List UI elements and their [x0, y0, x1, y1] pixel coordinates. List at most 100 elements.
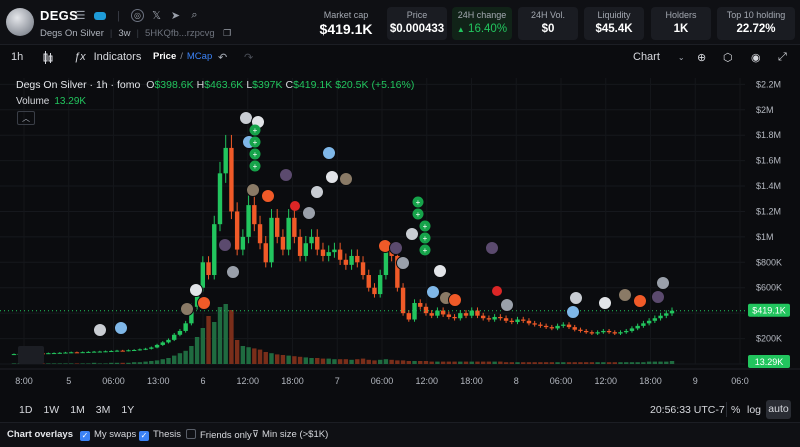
volume-bar	[349, 359, 354, 364]
volume-bar	[561, 362, 566, 364]
x-icon[interactable]: 𝕏	[152, 10, 161, 22]
volume-bar	[292, 356, 297, 364]
my-swaps-checkbox[interactable]: ✓ My swaps	[80, 429, 137, 441]
candle-type-icon[interactable]	[42, 51, 54, 64]
min-size-filter[interactable]: ⊽ Min size (>$1K)	[252, 429, 329, 440]
zoom-icon[interactable]: ⊕	[697, 52, 707, 64]
sell-marker-icon	[290, 201, 300, 211]
thesis-checkbox[interactable]: ✓ Thesis	[139, 429, 181, 441]
collapse-legend-button[interactable]: ︿	[17, 111, 35, 125]
buy-marker-icon	[412, 196, 424, 208]
volume-bar	[389, 359, 394, 364]
search-icon[interactable]: ⌕	[191, 9, 198, 21]
candle	[423, 306, 429, 314]
candle	[641, 323, 646, 326]
volume-bar	[641, 362, 646, 364]
candle	[200, 262, 206, 288]
volume-bar	[578, 362, 583, 364]
price-chart[interactable]: $2.2M $2M $1.8M $1.6M $1.4M $1.2M $1M $800K $600…	[0, 72, 800, 394]
volume-bar	[418, 361, 423, 364]
fullscreen-icon[interactable]: ⤢	[778, 51, 787, 63]
candle	[561, 324, 566, 326]
token-logo	[6, 8, 34, 36]
volume-bar	[332, 359, 337, 364]
volume-bar	[629, 362, 635, 364]
trade-avatar-icon	[569, 291, 583, 305]
candle	[326, 252, 331, 256]
volume-bar	[309, 358, 314, 364]
price-toggle[interactable]: Price	[153, 51, 177, 62]
price-mcap-toggle[interactable]: Price / MCap	[153, 51, 213, 62]
redo-icon[interactable]: ↷	[244, 52, 254, 64]
volume-bar	[406, 361, 411, 364]
volume-bar	[595, 362, 600, 364]
auto-toggle[interactable]: auto	[766, 400, 791, 419]
candle	[257, 224, 263, 244]
volume-bar	[280, 355, 286, 364]
volume-bar	[452, 361, 457, 364]
volume-bar	[46, 363, 51, 364]
volume-bar	[343, 359, 349, 364]
log-toggle[interactable]: log	[747, 404, 762, 416]
volume-bar	[212, 322, 217, 364]
percent-toggle[interactable]: %	[731, 404, 741, 416]
candle	[629, 328, 635, 331]
volume-bar	[589, 362, 595, 364]
volume-bar	[275, 354, 280, 364]
volume-bar	[286, 355, 291, 364]
last-volume-label: 13.29K	[755, 357, 784, 367]
chart-overlays-bar: Chart overlays ✓ My swaps ✓ Thesis Friends…	[0, 422, 800, 447]
sell-marker-icon	[492, 286, 502, 296]
range-1w-button[interactable]: 1W	[43, 404, 60, 416]
trade-avatar-icon	[633, 294, 647, 308]
chart-mode-select[interactable]: Chart ⌄	[633, 51, 685, 63]
undo-icon[interactable]: ↶	[218, 52, 228, 64]
range-1d-button[interactable]: 1D	[19, 404, 33, 416]
copy-icon[interactable]: ❐	[223, 28, 232, 38]
trade-avatar-icon	[239, 111, 253, 125]
candle	[618, 332, 623, 334]
candle	[160, 342, 165, 345]
range-1m-button[interactable]: 1M	[70, 404, 85, 416]
range-3m-button[interactable]: 3M	[95, 404, 111, 416]
telegram-icon[interactable]: ➤	[170, 10, 181, 22]
volume-bar	[137, 362, 143, 364]
candle	[612, 332, 617, 334]
candle	[143, 348, 148, 350]
candle	[440, 310, 446, 315]
open-value: $398.6K	[154, 79, 194, 91]
ohlc-legend: Degs On Silver · 1h · fomo O $398.6K H $46…	[16, 79, 415, 91]
x-tick-label: 6	[200, 376, 205, 386]
interval-button[interactable]: 1h	[11, 51, 24, 63]
volume-bar	[217, 307, 223, 364]
candle	[578, 329, 583, 331]
indicators-button[interactable]: ƒx Indicators	[74, 51, 142, 63]
token-address[interactable]: 5HKQfb...rzpcvg	[144, 28, 215, 39]
volume-bar	[458, 361, 463, 364]
trade-avatar-icon	[93, 323, 107, 337]
candle	[252, 205, 257, 225]
stat-top10: Top 10 holding 22.72%	[717, 7, 795, 40]
mcap-toggle[interactable]: MCap	[186, 51, 213, 62]
volume-bar	[189, 346, 194, 364]
volume-bar	[91, 362, 97, 364]
volume-bar	[658, 361, 663, 364]
camera-icon[interactable]: ◉	[751, 52, 761, 64]
candle	[46, 353, 51, 355]
range-1y-button[interactable]: 1Y	[121, 404, 135, 416]
candle	[332, 249, 337, 253]
volume-bar	[257, 349, 263, 364]
volume-bar	[498, 361, 503, 364]
candles	[0, 134, 745, 356]
volume-bar	[131, 362, 137, 364]
menu-icon[interactable]: ☰	[75, 10, 86, 22]
volume-bar	[114, 362, 120, 364]
x-tick-label: 13:00	[147, 376, 170, 386]
settings-icon[interactable]: ⬡	[723, 52, 733, 64]
volume-bar	[63, 363, 68, 364]
candle	[652, 318, 658, 321]
candle	[624, 330, 629, 333]
globe-icon[interactable]: ◎	[131, 9, 144, 22]
friends-only-checkbox[interactable]: Friends only	[186, 429, 252, 441]
stat-market-cap: Market cap $419.1K	[319, 10, 373, 37]
